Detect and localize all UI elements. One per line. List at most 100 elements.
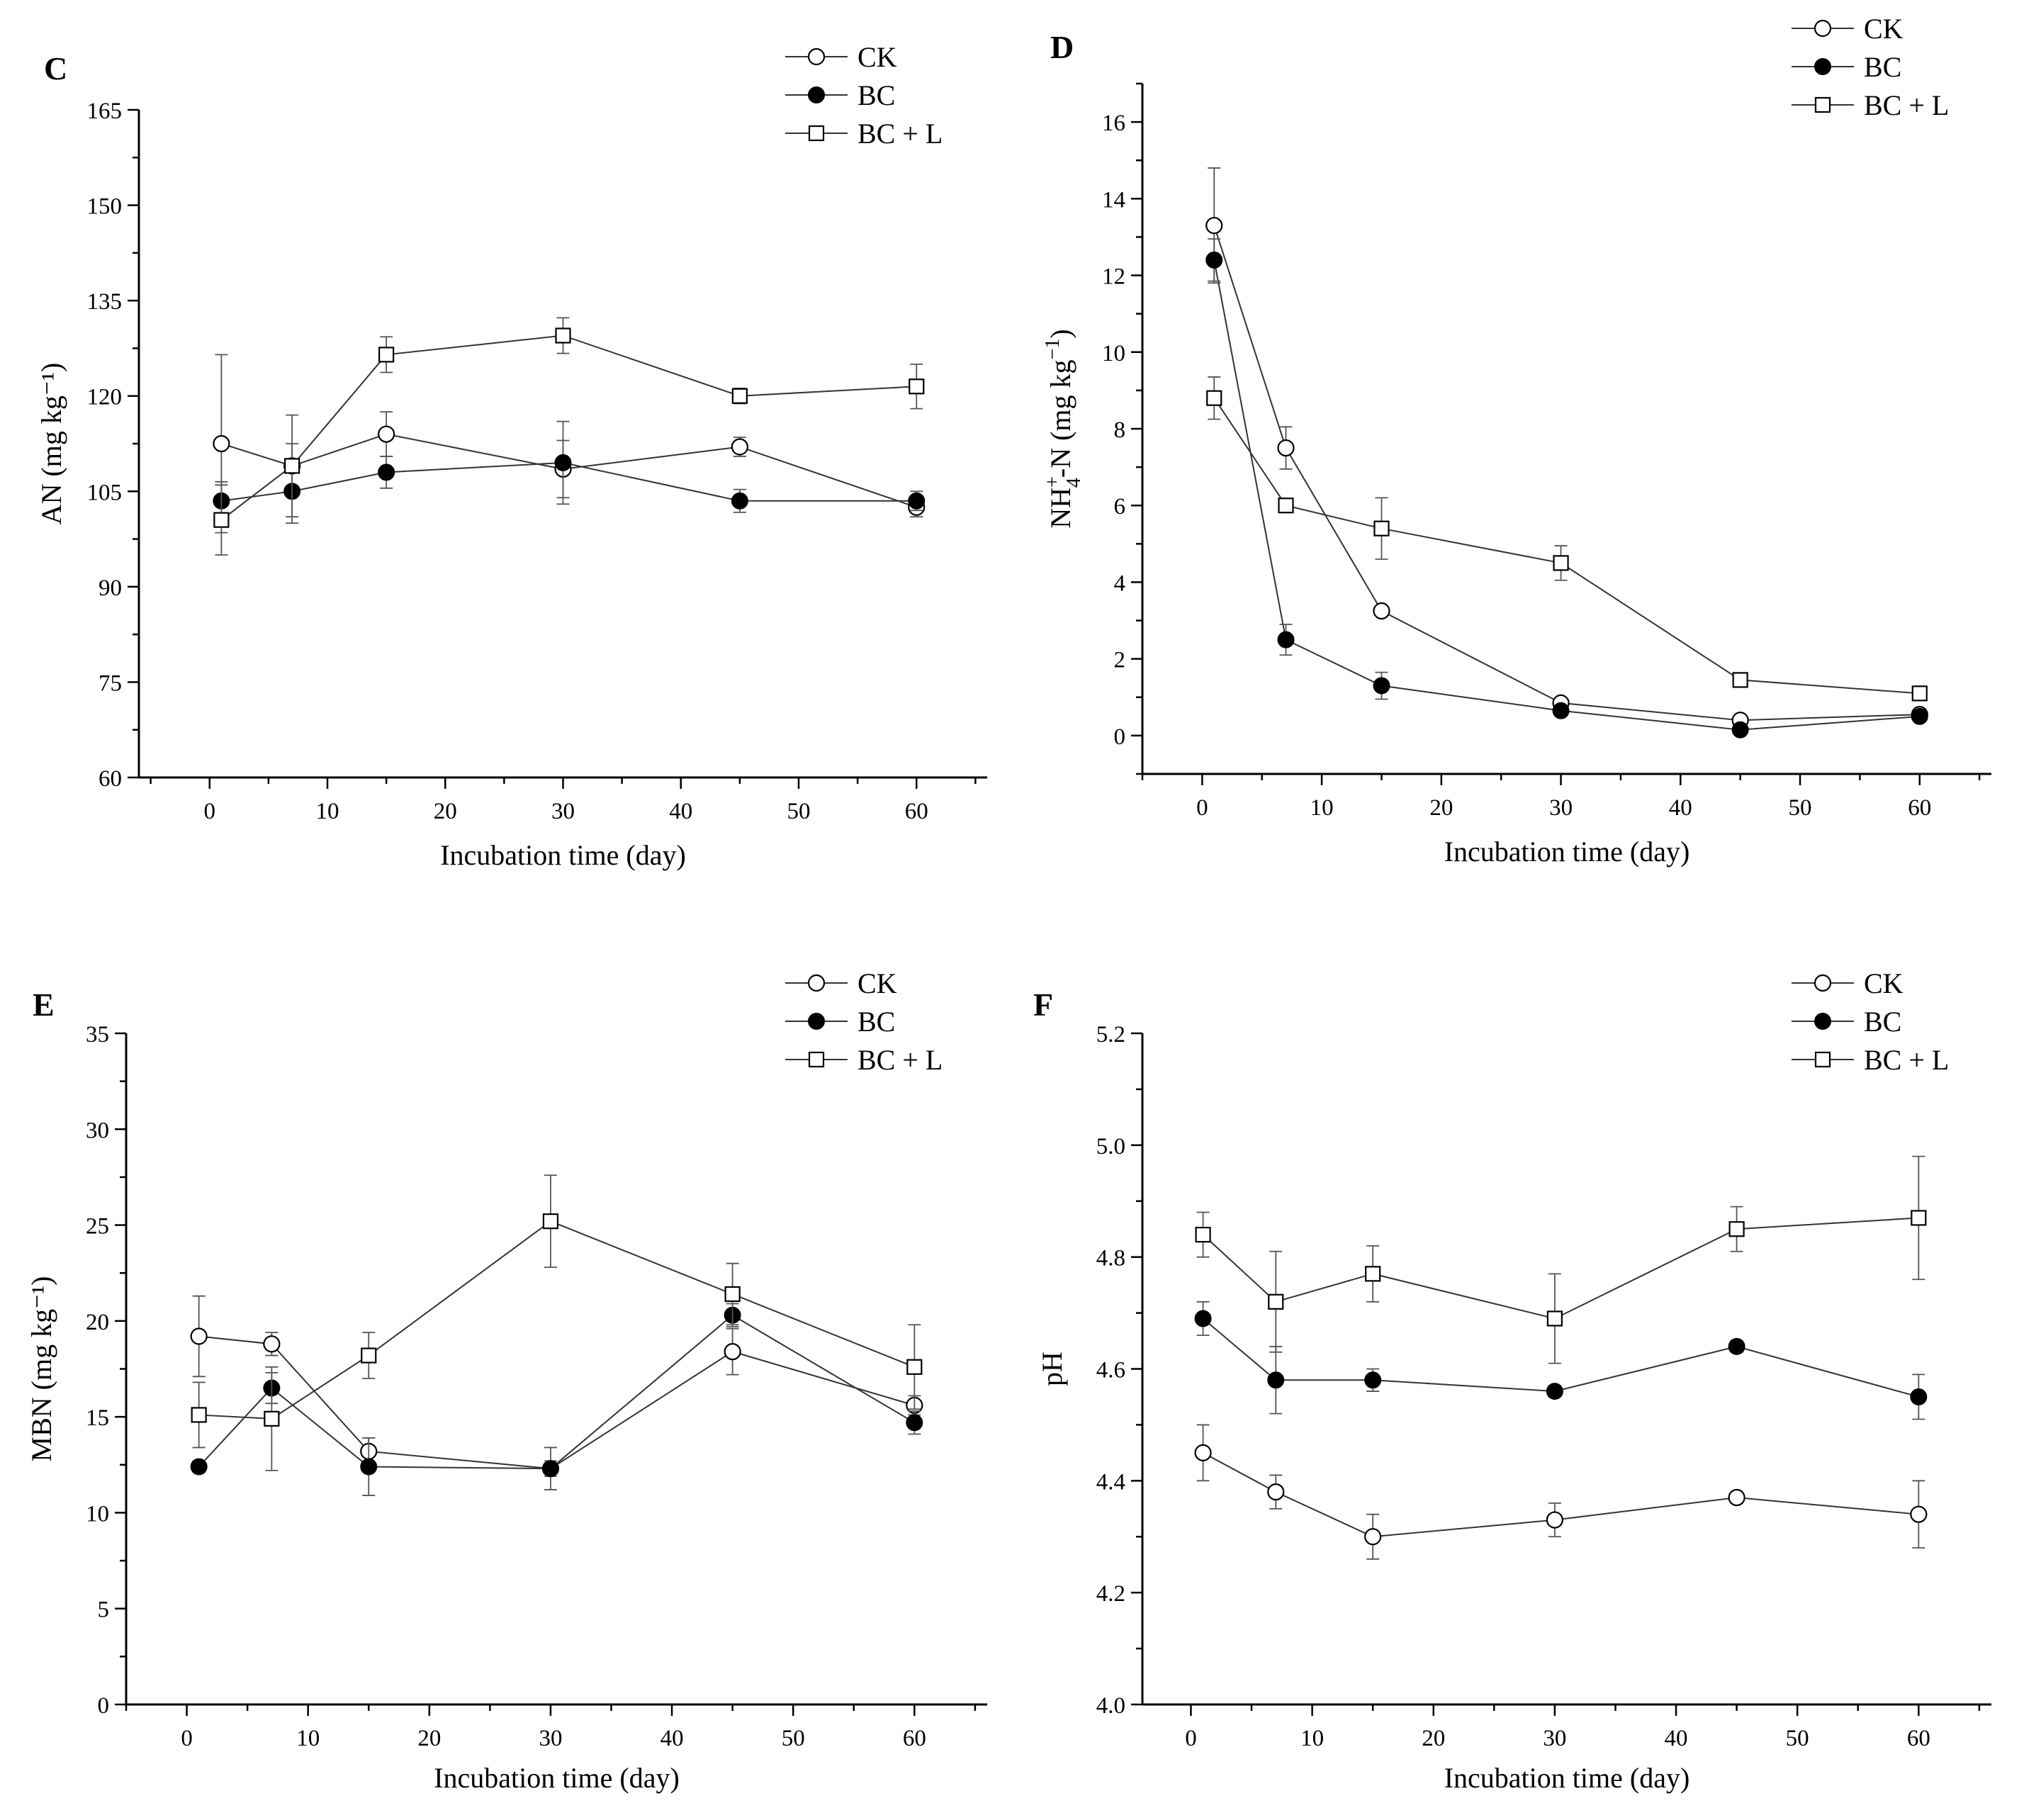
data-point: [1373, 677, 1390, 695]
x-tick-label: 20: [1422, 1726, 1445, 1751]
panel-letter: F: [1033, 987, 1053, 1023]
y-tick-label: 60: [99, 766, 122, 792]
data-point: [360, 1458, 378, 1476]
legend-marker: [1814, 19, 1832, 38]
data-point: [1373, 520, 1390, 537]
y-tick-label: 5.0: [1096, 1134, 1125, 1159]
data-point: [1277, 631, 1295, 648]
y-tick-label: 30: [86, 1118, 109, 1143]
y-tick-label: 5.2: [1096, 1022, 1125, 1047]
data-point: [555, 327, 571, 344]
y-axis-title: MBN (mg kg⁻¹): [26, 1276, 57, 1462]
x-tick-label: 0: [1196, 795, 1208, 821]
data-point: [361, 1347, 377, 1364]
data-point: [1911, 707, 1928, 725]
series-bc: [213, 420, 926, 524]
data-point: [908, 492, 926, 510]
y-tick-label: 25: [86, 1214, 109, 1240]
data-point: [264, 1410, 280, 1427]
y-tick-label: 4.8: [1096, 1246, 1125, 1271]
legend-marker: [1814, 1013, 1831, 1030]
y-tick-label: 2: [1114, 648, 1126, 673]
series-bc: [190, 1303, 923, 1496]
data-point: [1206, 390, 1222, 406]
ylabel-superscript: +: [1042, 476, 1064, 488]
y-tick-label: 150: [87, 194, 123, 220]
data-point: [1278, 498, 1294, 514]
y-tick-label: 90: [99, 575, 122, 601]
ylabel-base: NH: [1045, 488, 1076, 529]
series-line: [198, 1314, 915, 1470]
x-tick-label: 60: [1907, 1726, 1930, 1751]
x-tick-label: 20: [434, 799, 457, 824]
panel-letter: E: [33, 987, 55, 1023]
series-line: [1213, 225, 1920, 721]
y-axis-title: AN (mg kg⁻¹): [35, 363, 67, 525]
data-point: [213, 434, 230, 453]
x-tick-label: 20: [1429, 795, 1453, 821]
legend-label: BC: [858, 79, 895, 111]
legend-marker: [1814, 974, 1832, 992]
x-tick-label: 50: [1789, 795, 1812, 821]
data-point: [1731, 721, 1749, 738]
legend-label: CK: [1864, 967, 1904, 999]
series-bc: [1194, 1301, 1928, 1420]
data-point: [1205, 251, 1223, 269]
y-tick-label: 16: [1102, 111, 1125, 136]
y-tick-label: 15: [86, 1405, 109, 1431]
y-tick-label: 5: [98, 1597, 110, 1623]
data-point: [731, 388, 748, 404]
data-point: [190, 1327, 208, 1345]
legend-label: BC + L: [858, 1044, 943, 1076]
legend-marker: [808, 1051, 825, 1068]
x-tick-label: 0: [204, 799, 216, 824]
x-tick-label: 50: [787, 799, 811, 824]
data-point: [1364, 1371, 1382, 1389]
data-point: [554, 454, 572, 471]
y-axis-title: pH: [1036, 1352, 1068, 1386]
ylabel-subscript: 4: [1063, 478, 1085, 488]
panel-letter: D: [1050, 29, 1074, 65]
series-line: [220, 335, 917, 521]
y-tick-label: 0: [1114, 724, 1126, 750]
data-point: [1911, 685, 1928, 702]
y-tick-label: 35: [86, 1022, 109, 1047]
y-tick-label: 8: [1114, 417, 1126, 443]
x-tick-label: 60: [1908, 795, 1931, 821]
data-point: [1910, 1388, 1928, 1405]
x-tick-label: 40: [1669, 795, 1692, 821]
data-point: [1728, 1221, 1745, 1237]
y-tick-label: 12: [1102, 264, 1125, 290]
panel-letter: C: [44, 50, 67, 86]
data-point: [906, 1359, 923, 1375]
series-ck: [213, 354, 926, 534]
series-bc-l: [191, 1174, 923, 1471]
legend: CK BC BC + L: [1792, 13, 1949, 121]
y-tick-label: 165: [87, 99, 123, 124]
x-tick-label: 60: [903, 1726, 926, 1751]
y-tick-label: 4.4: [1096, 1469, 1125, 1495]
y-tick-label: 0: [98, 1693, 110, 1719]
data-point: [1553, 555, 1569, 571]
data-point: [1552, 702, 1570, 719]
series-bc-l: [1206, 376, 1928, 702]
series-ck: [1205, 167, 1928, 729]
legend-label: CK: [858, 41, 897, 73]
legend: CK BC BC + L: [785, 41, 943, 150]
panel-c: C 0 10 20 30 40 50 60 60 75 90 105 120 135 150 165 Incub…: [35, 41, 987, 871]
data-point: [724, 1343, 741, 1361]
x-axis-title: Incubation time (day): [434, 1762, 680, 1794]
series-bc-l: [213, 317, 925, 556]
series-line: [1213, 398, 1920, 695]
data-point: [1194, 1444, 1212, 1461]
data-point: [542, 1213, 559, 1230]
data-point: [378, 425, 395, 443]
data-point: [378, 464, 395, 481]
panel-f: F 0 10 20 30 40 50 60 4.0 4.2 4.4 4.6 4.8 5.0 5.2 Incub…: [1033, 967, 1991, 1794]
y-tick-label: 4.6: [1096, 1358, 1125, 1383]
data-point: [1732, 672, 1748, 688]
data-point: [1910, 1505, 1928, 1523]
data-point: [1728, 1337, 1745, 1355]
legend-marker: [1814, 1051, 1831, 1068]
